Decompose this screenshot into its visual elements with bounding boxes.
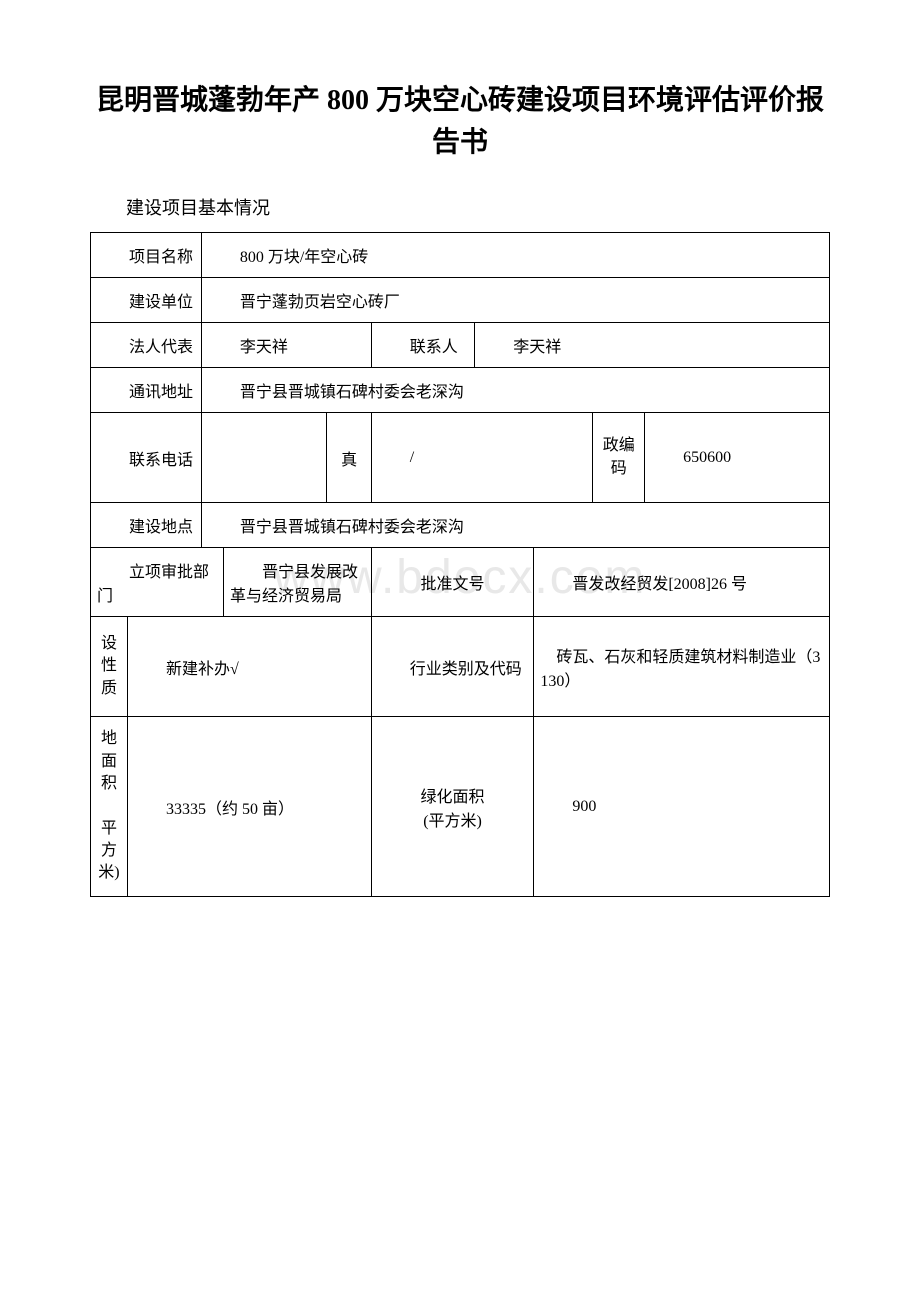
table-row: 项目名称 800 万块/年空心砖 <box>91 233 830 278</box>
fax-label: 真 <box>327 413 371 503</box>
area-label-line2: 平方米) <box>98 820 119 882</box>
area-value: 33335（约 50 亩） <box>127 717 371 897</box>
phone-value <box>201 413 327 503</box>
table-row: 地面积 平方米) 33335（约 50 亩） 绿化面积 (平方米) 900 <box>91 717 830 897</box>
industry-label: 行业类别及代码 <box>371 617 534 717</box>
fax-value: / <box>371 413 593 503</box>
table-row: 法人代表 李天祥 联系人 李天祥 <box>91 323 830 368</box>
table-row: 通讯地址 晋宁县晋城镇石碑村委会老深沟 <box>91 368 830 413</box>
area-label-line1: 地面积 <box>101 730 117 792</box>
address-label: 通讯地址 <box>91 368 202 413</box>
contact-person-label: 联系人 <box>371 323 474 368</box>
table-row: 设性质 新建补办√ 行业类别及代码 砖瓦、石灰和轻质建筑材料制造业（3130） <box>91 617 830 717</box>
green-area-label: 绿化面积 (平方米) <box>371 717 534 897</box>
project-name-value: 800 万块/年空心砖 <box>201 233 829 278</box>
document-title: 昆明晋城蓬勃年产 800 万块空心砖建设项目环境评估评价报告书 <box>90 80 830 164</box>
table-row: 联系电话 真 / 政编码 650600 <box>91 413 830 503</box>
approval-doc-value: 晋发改经贸发[2008]26 号 <box>534 548 830 617</box>
postcode-value: 650600 <box>645 413 830 503</box>
green-area-label-line2: (平方米) <box>423 813 482 830</box>
nature-value: 新建补办√ <box>127 617 371 717</box>
address-value: 晋宁县晋城镇石碑村委会老深沟 <box>201 368 829 413</box>
legal-rep-value: 李天祥 <box>201 323 371 368</box>
area-label: 地面积 平方米) <box>91 717 128 897</box>
nature-label: 设性质 <box>91 617 128 717</box>
project-name-label: 项目名称 <box>91 233 202 278</box>
table-row: 立项审批部门 晋宁县发展改革与经济贸易局 批准文号 晋发改经贸发[2008]26… <box>91 548 830 617</box>
table-row: 建设单位 晋宁蓬勃页岩空心砖厂 <box>91 278 830 323</box>
contact-person-value: 李天祥 <box>475 323 830 368</box>
construction-location-value: 晋宁县晋城镇石碑村委会老深沟 <box>201 503 829 548</box>
green-area-value: 900 <box>534 717 830 897</box>
section-subtitle: 建设项目基本情况 <box>90 194 830 220</box>
approval-dept-value: 晋宁县发展改革与经济贸易局 <box>223 548 371 617</box>
approval-dept-label: 立项审批部门 <box>91 548 224 617</box>
industry-value: 砖瓦、石灰和轻质建筑材料制造业（3130） <box>534 617 830 717</box>
project-info-table: 项目名称 800 万块/年空心砖 建设单位 晋宁蓬勃页岩空心砖厂 法人代表 李天… <box>90 232 830 897</box>
construction-unit-label: 建设单位 <box>91 278 202 323</box>
construction-location-label: 建设地点 <box>91 503 202 548</box>
phone-label: 联系电话 <box>91 413 202 503</box>
approval-doc-label: 批准文号 <box>371 548 534 617</box>
green-area-label-line1: 绿化面积 <box>421 789 485 806</box>
legal-rep-label: 法人代表 <box>91 323 202 368</box>
table-row: 建设地点 晋宁县晋城镇石碑村委会老深沟 <box>91 503 830 548</box>
postcode-label: 政编码 <box>593 413 645 503</box>
construction-unit-value: 晋宁蓬勃页岩空心砖厂 <box>201 278 829 323</box>
